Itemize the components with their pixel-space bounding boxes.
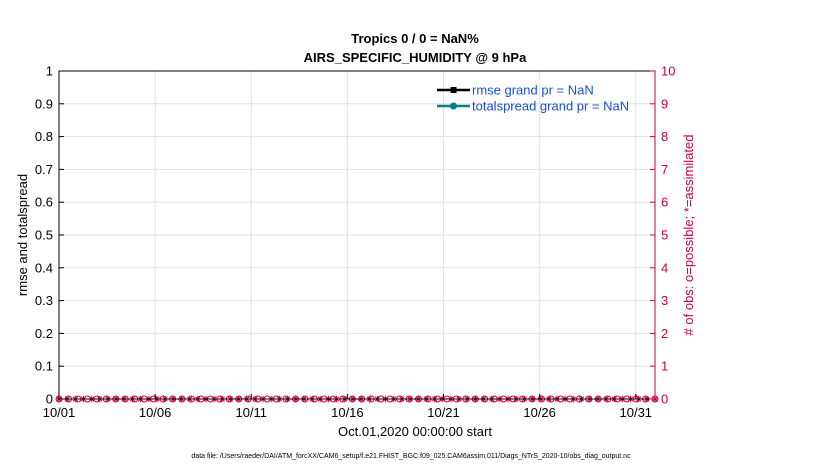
- y-right-tick-label: 5: [661, 228, 668, 243]
- y-right-tick-label: 6: [661, 195, 668, 210]
- x-tick-label: 10/26: [523, 405, 556, 420]
- y-tick-label: 0.1: [35, 359, 53, 374]
- x-tick-label: 10/11: [235, 405, 267, 420]
- y-right-tick-label: 7: [661, 162, 668, 177]
- grid: [58, 70, 655, 400]
- y-right-tick-label: 0: [661, 392, 668, 407]
- legend-marker-totalspread: [450, 102, 457, 110]
- y-tick-label: 1: [46, 64, 53, 79]
- y-right-tick-label: 2: [661, 326, 668, 341]
- y-axis-left: 0 0.1 0.2 0.3 0.4 0.5 0.6 0.7 0.8 0.9 1: [35, 64, 64, 407]
- y-tick-label: 0.4: [35, 260, 53, 275]
- x-tick-label: 10/21: [427, 405, 460, 420]
- legend-label-rmse: rmse grand pr = NaN: [472, 83, 594, 98]
- y-right-tick-label: 9: [661, 96, 668, 111]
- x-tick-label: 10/06: [139, 405, 172, 420]
- x-tick-label: 10/01: [43, 405, 76, 420]
- y-tick-label: 0.3: [35, 293, 53, 308]
- y-tick-label: 0.8: [35, 129, 53, 144]
- y-axis-right: 0 1 2 3 4 5 6 7 8 9 10: [650, 64, 675, 407]
- y-tick-label: 0.7: [35, 162, 53, 177]
- x-tick-label: 10/16: [331, 405, 364, 420]
- x-axis-label: Oct.01,2020 00:00:00 start: [338, 424, 492, 439]
- x-tick-label: 10/31: [620, 405, 653, 420]
- y-right-tick-label: 8: [661, 129, 668, 144]
- y-tick-label: 0.2: [35, 326, 53, 341]
- legend: rmse grand pr = NaN totalspread grand pr…: [437, 83, 629, 114]
- chart-title: Tropics 0 / 0 = NaN%: [351, 31, 479, 46]
- y-axis-label: rmse and totalspread: [15, 174, 30, 296]
- x-axis: 10/01 10/06 10/11 10/16 10/21 10/26 10/31: [43, 394, 652, 420]
- y-right-tick-label: 1: [661, 359, 668, 374]
- y-tick-label: 0.9: [35, 96, 53, 111]
- chart-subtitle: AIRS_SPECIFIC_HUMIDITY @ 9 hPa: [304, 50, 527, 65]
- y-axis-right-label: # of obs: o=possible; *=assimilated: [681, 135, 696, 336]
- y-right-tick-label: 3: [661, 293, 668, 308]
- legend-marker-rmse: [450, 87, 457, 93]
- y-tick-label: 0.5: [35, 228, 53, 243]
- y-tick-label: 0.6: [35, 195, 53, 210]
- legend-label-totalspread: totalspread grand pr = NaN: [472, 99, 629, 114]
- y-right-tick-label: 10: [661, 64, 675, 79]
- y-tick-label: 0: [46, 392, 53, 407]
- y-right-tick-label: 4: [661, 260, 668, 275]
- footnote: data file: /Users/raeder/DAI/ATM_forcXX/…: [191, 453, 631, 460]
